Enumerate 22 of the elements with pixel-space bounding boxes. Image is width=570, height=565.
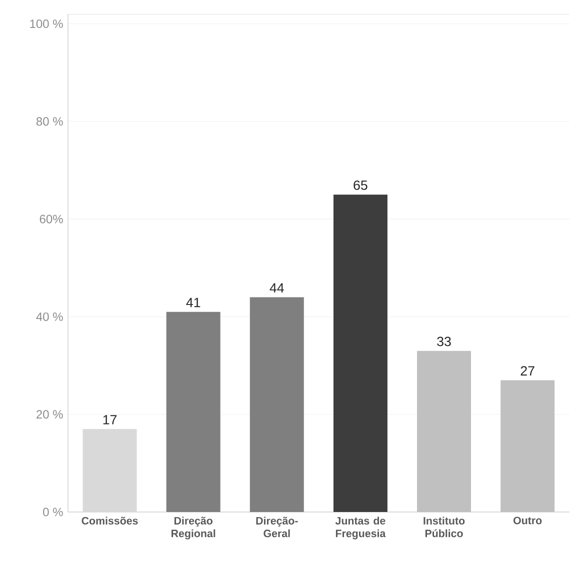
bar [82,429,137,512]
data-label: 65 [354,180,368,190]
x-tick-label: Instituto Público [424,516,465,538]
x-tick-label: Direção-Geral [256,516,298,538]
x-tick-label: Outro [513,516,542,524]
data-label: 17 [103,415,117,424]
y-tick-label: 80 % [36,117,63,126]
bar [166,312,220,512]
y-tick-label: 20 % [36,410,63,419]
bar [250,297,304,512]
data-label: 27 [520,366,534,376]
y-tick-label: 40 % [36,312,63,321]
data-label: 44 [270,283,284,292]
data-label: 33 [437,336,451,346]
x-tick-label: Direção Regional [172,516,216,540]
y-tick-label: 0 % [43,508,63,516]
y-tick-label: 100 % [30,20,63,28]
x-tick-label: Juntas de Freguesia [335,516,386,540]
x-tick-label: Comissões [82,516,138,525]
bar [333,194,388,512]
y-tick-label: 60% [40,214,63,224]
data-label: 41 [186,298,200,308]
